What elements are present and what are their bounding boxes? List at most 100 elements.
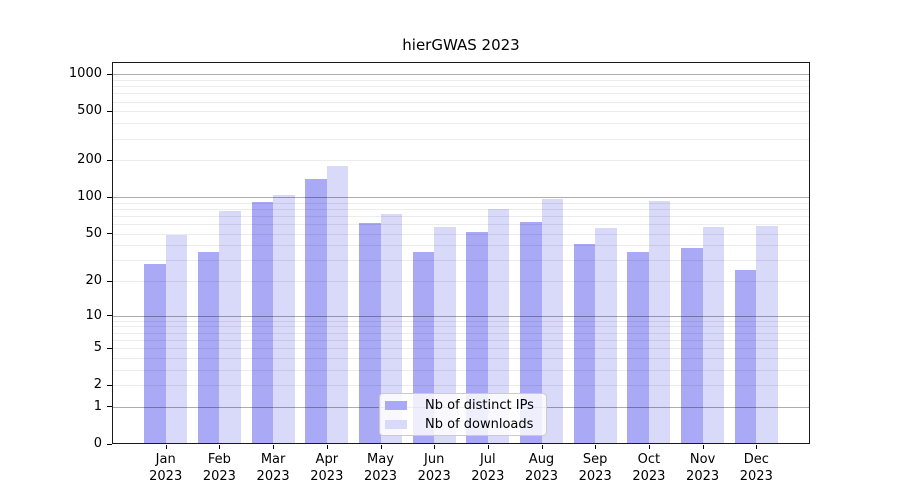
bar-distinct-ips-jul	[466, 231, 488, 444]
gridline-minor-300	[112, 138, 810, 140]
bar-downloads-dec	[756, 225, 778, 444]
ytick-mark-20	[107, 280, 112, 282]
ytick-label-5: 5	[93, 340, 102, 356]
bar-distinct-ips-feb	[197, 252, 220, 444]
ytick-label-50: 50	[85, 225, 102, 241]
gridline-minor-80	[112, 208, 810, 210]
gridline-minor-4	[112, 357, 810, 359]
ytick-mark-2	[107, 384, 112, 386]
gridline-minor-500	[112, 111, 810, 113]
ytick-mark-5	[107, 347, 112, 349]
ytick-mark-1000	[107, 73, 112, 75]
legend-label-downloads: Nb of downloads	[425, 416, 534, 432]
chart-title: hierGWAS 2023	[402, 36, 520, 54]
xtick-mark-sep	[595, 445, 597, 449]
gridline-minor-20	[112, 281, 810, 283]
gridline-minor-60	[112, 224, 810, 225]
ytick-mark-200	[107, 159, 112, 161]
ytick-mark-10	[107, 315, 112, 317]
gridline-minor-70	[112, 215, 810, 217]
bar-downloads-oct	[648, 200, 671, 444]
ytick-mark-100	[107, 196, 112, 198]
legend-item-downloads: Nb of downloads	[385, 417, 546, 432]
gridline-major-1000	[112, 74, 810, 76]
gridline-minor-900	[112, 80, 810, 81]
gridline-minor-200	[112, 160, 810, 162]
bar-distinct-ips-apr	[305, 178, 327, 444]
legend: Nb of distinct IPs Nb of downloads	[379, 393, 547, 436]
bar-downloads-sep	[595, 227, 617, 444]
bar-distinct-ips-mar	[251, 201, 274, 444]
xtick-label-mar: Mar 2023	[256, 452, 290, 484]
xtick-label-jan: Jan 2023	[149, 452, 183, 484]
ytick-label-2: 2	[93, 377, 102, 393]
bar-distinct-ips-may	[359, 223, 381, 444]
gridline-minor-700	[112, 93, 810, 95]
bar-distinct-ips-sep	[573, 244, 596, 444]
xtick-label-may: May 2023	[363, 452, 398, 484]
gridline-minor-6	[112, 339, 810, 341]
gridline-minor-90	[112, 202, 810, 204]
xtick-mark-nov	[702, 445, 704, 449]
xtick-label-sep: Sep 2023	[578, 452, 612, 484]
gridline-minor-8	[112, 326, 810, 328]
ytick-label-1: 1	[93, 398, 102, 414]
bar-downloads-feb	[219, 210, 241, 444]
legend-label-distinct-ips: Nb of distinct IPs	[425, 397, 534, 413]
xtick-mark-feb	[219, 445, 221, 449]
bar-distinct-ips-jan	[144, 263, 166, 444]
legend-swatch-distinct-ips	[385, 400, 407, 410]
ytick-label-1000: 1000	[68, 66, 102, 82]
gridline-minor-800	[112, 86, 810, 88]
bar-downloads-apr	[326, 165, 349, 444]
bar-downloads-jul	[487, 208, 510, 444]
ytick-label-10: 10	[85, 307, 102, 323]
ytick-label-200: 200	[77, 152, 102, 168]
xtick-label-jun: Jun 2023	[417, 452, 451, 484]
gridline-minor-9	[112, 320, 810, 322]
gridline-major-10	[112, 315, 810, 317]
bar-downloads-jan	[165, 234, 188, 444]
ytick-label-20: 20	[85, 273, 102, 289]
ytick-mark-500	[107, 110, 112, 112]
bar-distinct-ips-dec	[734, 269, 757, 444]
xtick-label-dec: Dec 2023	[739, 452, 773, 484]
xtick-label-aug: Aug 2023	[524, 452, 559, 484]
xtick-label-apr: Apr 2023	[310, 452, 344, 484]
xtick-mark-jul	[487, 445, 489, 449]
bar-distinct-ips-aug	[520, 222, 542, 444]
bar-downloads-jun	[434, 226, 456, 444]
bar-downloads-aug	[541, 198, 563, 444]
gridline-minor-5	[112, 348, 810, 350]
ytick-label-0: 0	[93, 436, 102, 451]
xtick-label-jul: Jul 2023	[471, 452, 505, 484]
xtick-label-oct: Oct 2023	[632, 452, 666, 484]
gridline-major-100	[112, 197, 810, 199]
legend-item-distinct-ips: Nb of distinct IPs	[385, 398, 546, 413]
gridline-minor-600	[112, 101, 810, 103]
bar-distinct-ips-nov	[681, 248, 703, 444]
xtick-mark-jan	[165, 445, 167, 449]
bar-distinct-ips-oct	[627, 252, 649, 444]
gridline-minor-3	[112, 369, 810, 371]
bar-downloads-may	[380, 214, 402, 444]
gridline-minor-400	[112, 123, 810, 125]
xtick-label-nov: Nov 2023	[686, 452, 720, 484]
xtick-mark-apr	[326, 445, 328, 449]
xtick-mark-aug	[541, 445, 543, 449]
xtick-mark-mar	[273, 445, 275, 449]
ytick-label-100: 100	[77, 189, 102, 205]
xtick-mark-may	[380, 445, 382, 449]
bar-downloads-nov	[702, 226, 725, 444]
gridline-minor-50	[112, 233, 810, 235]
xtick-mark-oct	[648, 445, 650, 449]
ytick-mark-0	[107, 443, 112, 445]
xtick-mark-jun	[434, 445, 436, 449]
gridline-minor-7	[112, 332, 810, 334]
bar-downloads-mar	[273, 195, 295, 444]
ytick-label-500: 500	[77, 103, 102, 119]
ytick-mark-50	[107, 233, 112, 235]
gridline-minor-40	[112, 245, 810, 247]
ytick-mark-1	[107, 406, 112, 408]
gridline-minor-2	[112, 385, 810, 387]
